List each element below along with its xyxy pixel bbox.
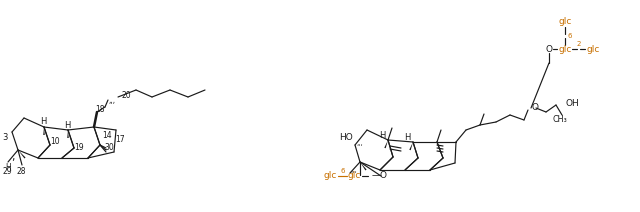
Text: —O: —O	[372, 172, 388, 180]
Text: H: H	[379, 131, 385, 139]
Polygon shape	[360, 162, 367, 170]
Text: O: O	[545, 45, 552, 53]
Text: glc: glc	[558, 45, 572, 53]
Text: glc: glc	[586, 45, 600, 53]
Text: 6: 6	[568, 33, 573, 39]
Polygon shape	[44, 127, 45, 135]
Text: 10: 10	[50, 138, 60, 146]
Text: 17: 17	[115, 135, 125, 145]
Polygon shape	[18, 150, 26, 159]
Text: glc: glc	[348, 172, 361, 180]
Polygon shape	[410, 142, 413, 150]
Text: ,,,: ,,,	[351, 167, 357, 173]
Text: glc: glc	[323, 172, 337, 180]
Text: 19: 19	[74, 144, 84, 152]
Polygon shape	[94, 112, 98, 127]
Text: glc: glc	[558, 18, 572, 26]
Text: 29: 29	[2, 167, 12, 177]
Text: H: H	[64, 120, 70, 130]
Text: 20: 20	[121, 91, 131, 99]
Text: ,,,: ,,,	[108, 95, 116, 105]
Text: 18: 18	[95, 106, 105, 114]
Text: 14: 14	[102, 131, 112, 141]
Text: 30: 30	[104, 144, 114, 152]
Text: H: H	[40, 117, 46, 127]
Text: HO: HO	[339, 134, 353, 142]
Text: H: H	[404, 132, 410, 141]
Text: ,: ,	[12, 152, 15, 162]
Text: 6: 6	[340, 168, 345, 174]
Text: 2: 2	[577, 41, 581, 47]
Text: 3: 3	[3, 134, 8, 142]
Text: H: H	[5, 163, 11, 173]
Polygon shape	[67, 130, 68, 138]
Text: O: O	[531, 102, 538, 112]
Text: CH₃: CH₃	[552, 116, 568, 124]
Text: 28: 28	[16, 167, 26, 177]
Text: ,,,: ,,,	[356, 140, 364, 146]
Polygon shape	[384, 140, 388, 148]
Text: OH: OH	[566, 99, 580, 107]
